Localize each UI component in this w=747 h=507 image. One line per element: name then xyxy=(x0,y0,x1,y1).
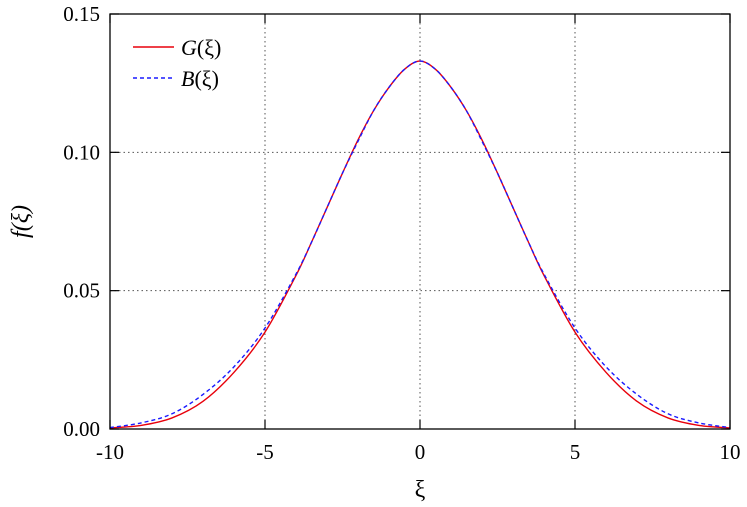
x-tick-label: 0 xyxy=(415,440,426,464)
y-tick-label: 0.15 xyxy=(63,2,100,26)
x-tick-label: 5 xyxy=(570,440,581,464)
x-tick-label: 10 xyxy=(720,440,741,464)
legend-label-b-rest: (ξ) xyxy=(194,66,218,91)
x-axis-label: ξ xyxy=(415,477,426,503)
legend-label-g: G(ξ) xyxy=(181,35,221,60)
y-tick-label: 0.00 xyxy=(63,417,100,441)
y-tick-label: 0.10 xyxy=(63,140,100,164)
tick-labels: -10 -5 0 5 10 0.00 0.05 0.10 0.15 xyxy=(63,2,740,464)
x-tick-label: -5 xyxy=(256,440,274,464)
series-line-b xyxy=(109,60,731,429)
legend-label-b-italic: B xyxy=(181,66,194,91)
ticks xyxy=(109,13,731,430)
legend-label-g-rest: (ξ) xyxy=(197,35,221,60)
legend: G(ξ) B(ξ) xyxy=(133,35,221,91)
x-tick-label: -10 xyxy=(96,440,124,464)
legend-label-g-italic: G xyxy=(181,35,197,60)
legend-label-b: B(ξ) xyxy=(181,66,219,91)
grid xyxy=(110,14,730,429)
series-layer xyxy=(109,60,731,429)
y-axis-label: f(ξ) xyxy=(8,205,34,238)
y-tick-label: 0.05 xyxy=(63,279,100,303)
